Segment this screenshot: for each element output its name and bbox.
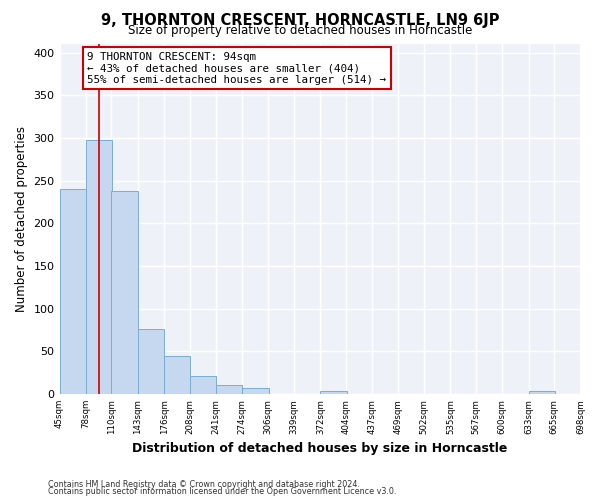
Bar (164, 356, 190, 394)
Bar (138, 329, 164, 394)
Text: Size of property relative to detached houses in Horncastle: Size of property relative to detached ho… (128, 24, 472, 37)
Bar (529, 392, 555, 394)
Bar (59, 189, 86, 394)
Bar (320, 392, 347, 394)
Text: Contains public sector information licensed under the Open Government Licence v3: Contains public sector information licen… (48, 487, 397, 496)
Bar (190, 376, 216, 394)
Text: Contains HM Land Registry data © Crown copyright and database right 2024.: Contains HM Land Registry data © Crown c… (48, 480, 360, 489)
Y-axis label: Number of detached properties: Number of detached properties (15, 126, 28, 312)
Bar (112, 191, 138, 394)
X-axis label: Distribution of detached houses by size in Horncastle: Distribution of detached houses by size … (133, 442, 508, 455)
Bar (86, 140, 112, 394)
Text: 9 THORNTON CRESCENT: 94sqm
← 43% of detached houses are smaller (404)
55% of sem: 9 THORNTON CRESCENT: 94sqm ← 43% of deta… (88, 52, 386, 85)
Bar (242, 388, 269, 394)
Text: 9, THORNTON CRESCENT, HORNCASTLE, LN9 6JP: 9, THORNTON CRESCENT, HORNCASTLE, LN9 6J… (101, 12, 499, 28)
Bar (216, 386, 242, 394)
